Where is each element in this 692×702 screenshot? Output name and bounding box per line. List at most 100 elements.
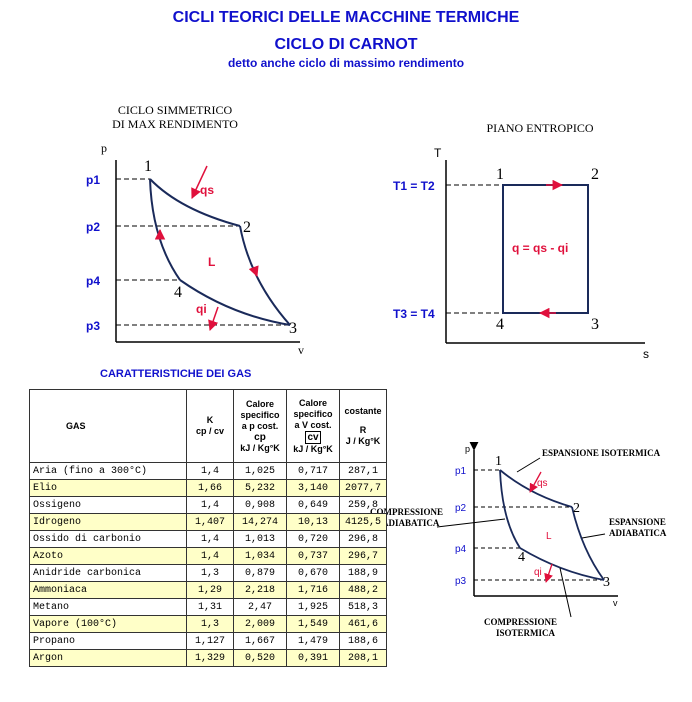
cell-cv: 0,649 (286, 496, 340, 514)
ts-axis-y-label: T (434, 146, 442, 160)
header-cv-line1: Calore (298, 397, 327, 408)
pv-label-p2: p2 (86, 220, 100, 234)
cell-r: 296,7 (339, 547, 387, 565)
small-label-p3: p3 (455, 576, 467, 587)
small-qs-arrow (529, 471, 542, 493)
header-cv-line3: a V cost. (294, 419, 332, 430)
cell-cp: 5,232 (233, 479, 287, 497)
cell-gas: Propano (29, 632, 187, 650)
cell-r: 2077,7 (339, 479, 387, 497)
cell-r: 4125,5 (339, 513, 387, 531)
cell-gas: Idrogeno (29, 513, 187, 531)
small-axis-x-label: v (613, 598, 618, 608)
cell-r: 461,6 (339, 615, 387, 633)
table-title: CARATTERISTICHE DEI GAS (100, 368, 252, 380)
small-curve-2-3 (571, 506, 605, 581)
cell-gas: Vapore (100°C) (29, 615, 187, 633)
leader-exp-adia (581, 533, 606, 539)
pv-curve-1-4 (149, 178, 181, 281)
pv-caption-line2: DI MAX RENDIMENTO (112, 117, 238, 131)
header-r-line4: J / Kg°K (345, 435, 381, 446)
cell-cp: 14,274 (233, 513, 287, 531)
small-comp-adia-label-2: ADIABATICA (382, 518, 440, 528)
cell-r: 488,2 (339, 581, 387, 599)
cell-cp: 2,009 (233, 615, 287, 633)
table-row: Aria (fino a 300°C) 1,4 1,025 0,717 287,1 (29, 462, 387, 480)
cell-r: 296,8 (339, 530, 387, 548)
header-cv-line5: kJ / Kg°K (293, 443, 333, 454)
pv-label-p4: p4 (86, 274, 100, 288)
small-exp-adia-label-1: ESPANSIONE (609, 517, 666, 527)
header-r-line1: costante (344, 405, 382, 416)
cell-cv: 0,717 (286, 462, 340, 480)
table-row: Ossigeno 1,4 0,908 0,649 259,8 (29, 496, 387, 514)
cell-k: 1,407 (186, 513, 234, 531)
leader-comp-adia (436, 518, 506, 528)
cell-r: 259,8 (339, 496, 387, 514)
small-curve-1-2 (499, 469, 573, 508)
gas-table-header: GAS K cp / cv Calore specifico a p cost.… (29, 389, 387, 463)
cell-cv: 0,670 (286, 564, 340, 582)
pv-flow-arrow-right (248, 265, 259, 277)
cell-cv: 0,391 (286, 649, 340, 667)
table-row: Metano 1,31 2,47 1,925 518,3 (29, 598, 387, 616)
small-qi-label: qi (534, 567, 542, 578)
ts-diagram: T s T1 = T2 T3 = T4 q = qs - qi 1 2 3 4 (393, 146, 649, 361)
header-cv: Calore specifico a V cost. cv kJ / Kg°K (286, 389, 340, 463)
cell-k: 1,4 (186, 496, 234, 514)
pv-caption-line1: CICLO SIMMETRICO (117, 103, 233, 117)
table-row: Elio 1,66 5,232 3,140 2077,7 (29, 479, 387, 497)
table-row: Vapore (100°C) 1,3 2,009 1,549 461,6 (29, 615, 387, 633)
gas-table: GAS K cp / cv Calore specifico a p cost.… (29, 389, 387, 667)
header-k: K cp / cv (186, 389, 234, 463)
pv-point-2: 2 (243, 219, 251, 236)
small-exp-adia-label-2: ADIABATICA (609, 528, 667, 538)
cell-r: 518,3 (339, 598, 387, 616)
title-line3: detto anche ciclo di massimo rendimento (227, 56, 465, 70)
cell-r: 188,6 (339, 632, 387, 650)
pv-diagram: p v p1 p2 p4 p3 qs qi L 1 2 3 4 (86, 141, 304, 357)
table-row: Ossido di carbonio 1,4 1,013 0,720 296,8 (29, 530, 387, 548)
cell-k: 1,329 (186, 649, 234, 667)
ts-point-4: 4 (496, 316, 504, 333)
cell-k: 1,3 (186, 564, 234, 582)
cell-r: 287,1 (339, 462, 387, 480)
small-label-p4: p4 (455, 544, 467, 555)
table-row: Azoto 1,4 1,034 0,737 296,7 (29, 547, 387, 565)
table-row: Ammoniaca 1,29 2,218 1,716 488,2 (29, 581, 387, 599)
pv-axis-y-label: p (101, 141, 107, 155)
small-qi-arrow (544, 563, 553, 583)
table-row: Anidride carbonica 1,3 0,879 0,670 188,9 (29, 564, 387, 582)
cell-cp: 1,025 (233, 462, 287, 480)
header-cv-line4: cv (305, 430, 321, 444)
pv-point-1: 1 (144, 158, 152, 175)
header-gas: GAS (29, 389, 187, 463)
pv-qs-arrow (191, 165, 208, 199)
cell-k: 1,4 (186, 547, 234, 565)
cell-gas: Elio (29, 479, 187, 497)
small-point-1: 1 (495, 454, 502, 469)
cell-gas: Ossigeno (29, 496, 187, 514)
header-k-line2: cp / cv (195, 426, 224, 436)
small-comp-iso-label-1: COMPRESSIONE (484, 617, 557, 627)
pv-label-p1: p1 (86, 173, 100, 187)
small-exp-iso-label: ESPANSIONE ISOTERMICA (542, 448, 661, 458)
cell-k: 1,66 (186, 479, 234, 497)
pv-point-3: 3 (289, 320, 297, 337)
small-comp-adia-label-1: COMPRESSIONE (370, 507, 443, 517)
small-qs-label: qs (537, 478, 548, 489)
cell-gas: Azoto (29, 547, 187, 565)
pv-point-4: 4 (174, 284, 182, 301)
title-line2: CICLO DI CARNOT (274, 36, 418, 53)
cell-cp: 1,013 (233, 530, 287, 548)
cell-gas: Metano (29, 598, 187, 616)
small-diagram: p v p1 p2 p4 p3 qs qi L 1 2 3 4 ESPANSIO… (370, 441, 667, 638)
pv-qi-label: qi (196, 302, 207, 316)
small-curve-1-4 (499, 469, 521, 549)
pv-caption: CICLO SIMMETRICO DI MAX RENDIMENTO (95, 103, 255, 131)
leader-exp-iso (516, 457, 541, 473)
cell-gas: Aria (fino a 300°C) (29, 462, 187, 480)
cell-cv: 0,737 (286, 547, 340, 565)
cell-k: 1,3 (186, 615, 234, 633)
